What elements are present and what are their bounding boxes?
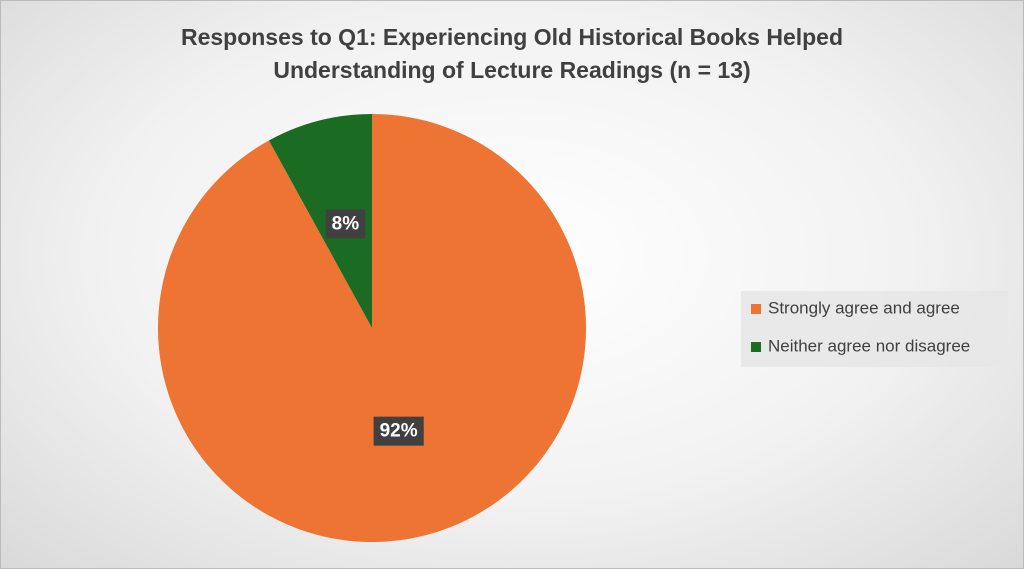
pie-slice xyxy=(268,114,372,328)
chart-title: Responses to Q1: Experiencing Old Histor… xyxy=(180,24,844,83)
legend-swatch xyxy=(751,342,761,352)
data-label-box xyxy=(373,416,424,446)
legend-box xyxy=(741,291,1008,367)
legend-swatch xyxy=(751,304,761,314)
legend-label: Neither agree nor disagree xyxy=(768,336,970,355)
data-label: 8% xyxy=(332,213,360,234)
data-label: 92% xyxy=(380,421,418,442)
data-label-box xyxy=(325,209,366,239)
legend-label: Strongly agree and agree xyxy=(768,298,960,317)
